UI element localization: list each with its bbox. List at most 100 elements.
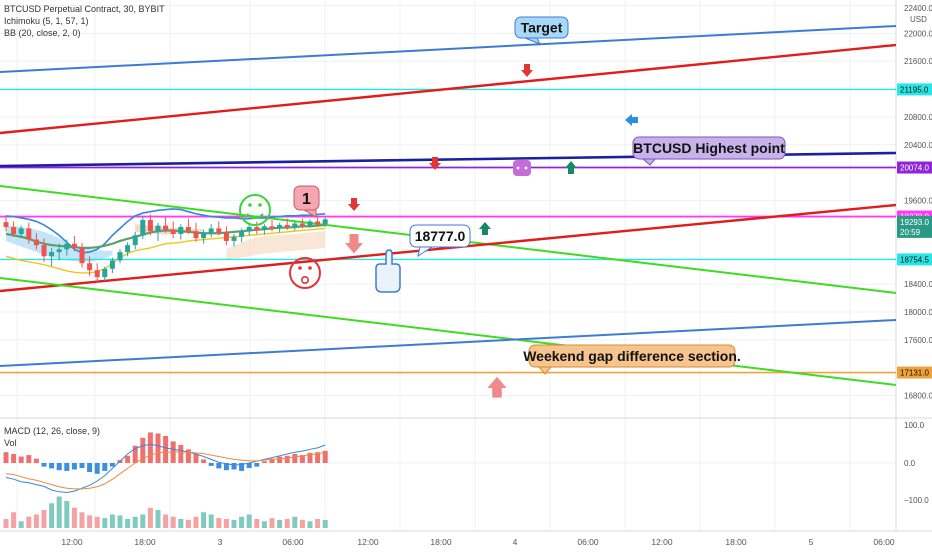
volume-bar: [216, 518, 222, 528]
price-label-box: [897, 225, 932, 238]
smiley-happy-icon: [239, 194, 271, 226]
macd-hist-bar: [269, 458, 275, 463]
volume-bar: [71, 507, 77, 528]
candle-body: [3, 222, 9, 228]
sad-mouth: [300, 275, 309, 284]
macd-axis-tick: −100.0: [904, 496, 929, 505]
time-axis[interactable]: 12:00 18:00 3 06:00 12:00 18:00 4 06:00 12:00 18:…: [61, 537, 895, 547]
macd-hist-bar: [87, 463, 93, 472]
cloud-tan: [226, 231, 326, 260]
time-tick-label: 06:00: [873, 537, 895, 547]
macd-hist-bar: [254, 463, 260, 467]
indicator-ichimoku[interactable]: Ichimoku (5, 1, 57, 1): [4, 16, 89, 26]
callout-one-tail: [303, 209, 317, 218]
volume-bar: [140, 514, 146, 528]
time-tick-label: 12:00: [651, 537, 673, 547]
vol-label[interactable]: Vol: [4, 438, 17, 448]
callout-target-tail: [524, 37, 542, 45]
smiley-eye: [248, 203, 252, 207]
volume-bar: [117, 515, 123, 528]
volume-bar: [201, 512, 207, 528]
volume-bar: [41, 510, 47, 528]
volume-bar: [11, 512, 17, 528]
macd-hist-bar: [277, 456, 283, 463]
candle-body: [170, 229, 176, 234]
pig-face-eye: [516, 166, 520, 170]
macd-hist-bar: [193, 454, 199, 463]
chart-title: BTCUSD Perpetual Contract, 30, BYBIT: [4, 4, 165, 14]
candle-body: [79, 247, 85, 264]
price-axis[interactable]: 22400.0 USD 22000.0 21600.0 20800.0 20400.0 19…: [897, 4, 932, 401]
macd-hist-bar: [56, 463, 62, 471]
volume-bar: [33, 514, 39, 528]
macd-hist-bar: [322, 450, 328, 463]
macd-hist-bar: [239, 463, 245, 471]
candle-body: [64, 243, 70, 250]
volume-bar: [261, 521, 267, 528]
macd-hist-bar: [79, 463, 85, 469]
macd-hist-bar: [41, 463, 47, 467]
blue-trendline-lower: [0, 319, 897, 367]
blue-trendline-upper: [0, 25, 897, 73]
volume-bar: [64, 501, 70, 528]
candle-body: [178, 227, 184, 234]
price-tick-label: 22000.0: [904, 29, 932, 38]
macd-hist-bar: [71, 463, 77, 470]
candle-body: [155, 225, 161, 232]
price-label-text: 20:59: [900, 228, 921, 237]
candle-body: [163, 225, 169, 230]
volume-bar: [315, 519, 321, 528]
candle-body: [269, 226, 275, 229]
candle-body: [231, 236, 237, 241]
macd-hist-bar: [246, 463, 252, 469]
trendlines: [0, 25, 897, 386]
macd-pane: 100.0 0.0 −100.0: [0, 421, 929, 528]
candle-body: [299, 223, 305, 226]
indicator-bb[interactable]: BB (20, close, 2, 0): [4, 28, 81, 38]
macd-hist-bar: [94, 463, 100, 474]
volume-bar: [163, 514, 169, 528]
price-tick-label: 21600.0: [904, 57, 932, 66]
candle-body: [277, 224, 283, 229]
volume-bar: [102, 518, 108, 528]
macd-hist-bar: [64, 463, 70, 471]
price-label-text: 20074.0: [900, 164, 929, 173]
candle-body: [132, 235, 138, 246]
volume-bar: [155, 510, 161, 528]
macd-hist-bar: [109, 463, 115, 467]
candle-body: [284, 224, 290, 228]
macd-hist-bar: [132, 445, 138, 463]
volume-bar: [277, 519, 283, 528]
candle-body: [94, 270, 100, 278]
macd-hist-bar: [140, 437, 146, 463]
candle-body: [223, 232, 229, 241]
price-tick-label: 20800.0: [904, 113, 932, 122]
volume-bar: [254, 519, 260, 528]
volume-bar: [18, 521, 24, 528]
callout-highest-point-box: [632, 136, 786, 160]
price-tick-label: 20400.0: [904, 141, 932, 150]
candle-body: [147, 220, 153, 232]
macd-hist-bar: [284, 455, 290, 463]
price-tick-label: 19600.0: [904, 197, 932, 206]
bb-upper: [5, 208, 326, 254]
price-label-box: [897, 366, 932, 379]
volume-bar: [3, 519, 9, 528]
volume-bar: [292, 516, 298, 528]
candle-body: [185, 227, 191, 232]
candle-body: [56, 249, 62, 253]
time-tick-label: 12:00: [357, 537, 379, 547]
macd-label[interactable]: MACD (12, 26, close, 9): [4, 426, 101, 436]
smiley-mouth: [246, 213, 264, 219]
price-label-text: 18754.5: [900, 255, 929, 264]
green-trendline-lower: [0, 277, 897, 386]
candle-body: [307, 221, 313, 226]
time-tick-label: 12:00: [61, 537, 83, 547]
callout-18777-tail: [417, 246, 433, 258]
macd-hist-bar: [315, 452, 321, 463]
sad-eye: [308, 266, 312, 270]
time-tick-label: 4: [513, 537, 518, 547]
candle-body: [125, 245, 131, 253]
